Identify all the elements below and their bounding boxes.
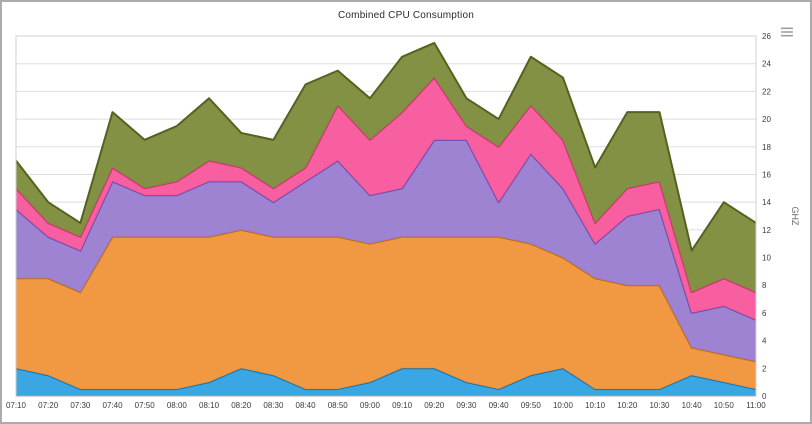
x-axis-label: 09:20: [424, 401, 445, 410]
x-axis-label: 08:50: [328, 401, 349, 410]
export-menu-icon: [781, 27, 793, 37]
area-series-purple[interactable]: [16, 139, 756, 362]
area-series-olive[interactable]: [16, 42, 756, 293]
area-series-border-blue: [15, 367, 757, 391]
y-axis-label: 12: [762, 226, 771, 235]
y-axis-label: 4: [762, 337, 767, 346]
x-axis-label: 10:10: [585, 401, 606, 410]
y-axis-title: GHZ: [790, 207, 800, 227]
chart-title: Combined CPU Consumption: [338, 10, 474, 21]
y-axis-label: 8: [762, 281, 767, 290]
area-series-border-olive: [15, 41, 757, 252]
x-axis-label: 07:10: [6, 401, 27, 410]
x-axis-label: 10:50: [714, 401, 735, 410]
y-axis-label: 2: [762, 364, 767, 373]
x-axis-label: 09:00: [360, 401, 381, 410]
x-axis-label: 11:00: [746, 401, 766, 410]
x-axis-label: 08:00: [167, 401, 188, 410]
x-axis-label: 10:20: [617, 401, 638, 410]
x-axis-label: 08:10: [199, 401, 220, 410]
x-axis-label: 09:30: [456, 401, 477, 410]
x-axis-label: 10:00: [553, 401, 574, 410]
x-axis-label: 10:30: [649, 401, 670, 410]
x-axis-label: 08:20: [231, 401, 252, 410]
x-axis-label: 08:40: [296, 401, 317, 410]
x-axis-label: 07:50: [135, 401, 156, 410]
y-axis-label: 10: [762, 254, 771, 263]
area-series-blue[interactable]: [16, 368, 756, 396]
y-axis-label: 20: [762, 115, 771, 124]
x-axis-label: 09:10: [392, 401, 413, 410]
y-axis-label: 22: [762, 87, 771, 96]
x-axis-label: 09:40: [489, 401, 510, 410]
y-axis-label: 18: [762, 143, 771, 152]
x-axis-label: 07:30: [70, 401, 91, 410]
x-axis-label: 07:20: [38, 401, 59, 410]
y-axis-label: 26: [762, 32, 771, 41]
export-menu-button[interactable]: [778, 24, 796, 40]
y-axis-label: 0: [762, 392, 767, 401]
y-axis-label: 14: [762, 198, 771, 207]
x-axis-label: 10:40: [682, 401, 703, 410]
x-axis-label: 07:40: [103, 401, 124, 410]
y-axis-label: 24: [762, 60, 771, 69]
y-axis-label: 16: [762, 170, 771, 179]
y-axis-label: 6: [762, 309, 767, 318]
x-axis-label: 09:50: [521, 401, 542, 410]
x-axis-label: 08:30: [263, 401, 284, 410]
area-series-orange[interactable]: [16, 229, 756, 390]
